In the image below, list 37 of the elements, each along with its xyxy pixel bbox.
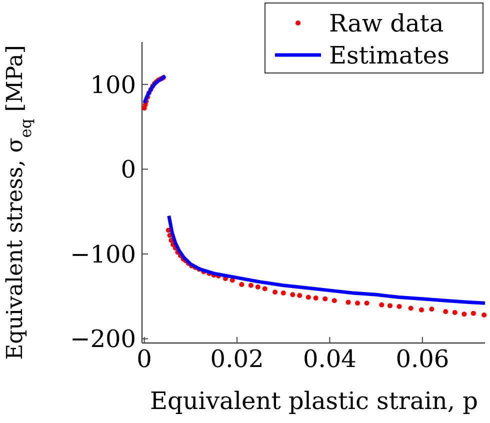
point <box>306 294 311 300</box>
point <box>408 306 414 311</box>
point <box>322 296 328 302</box>
point <box>396 304 402 310</box>
point <box>239 282 244 287</box>
point <box>346 300 351 305</box>
x-tick-label: 0.06 <box>396 345 450 373</box>
point <box>355 300 360 306</box>
legend-label: Raw data <box>329 9 444 38</box>
y-tick-label: 100 <box>90 70 136 99</box>
point <box>290 292 296 298</box>
point <box>482 312 487 318</box>
x-tick-label: 0.02 <box>210 345 264 373</box>
point <box>272 290 278 295</box>
point <box>470 310 476 316</box>
y-tick-label: −100 <box>70 240 136 268</box>
point <box>387 303 392 308</box>
point <box>280 290 286 296</box>
point <box>248 282 254 288</box>
point <box>255 284 260 290</box>
point <box>297 293 302 298</box>
y-tick-label: −200 <box>70 325 136 354</box>
point <box>364 300 370 306</box>
legend-label: Estimates <box>329 41 450 70</box>
point <box>332 298 337 304</box>
line-series <box>167 214 487 305</box>
point <box>443 309 448 314</box>
point <box>313 296 318 301</box>
point <box>379 302 384 308</box>
y-tick-label: 0 <box>120 156 136 184</box>
point <box>262 286 268 292</box>
point <box>419 307 424 312</box>
point <box>429 306 434 312</box>
x-axis-title: Equivalent plastic strain, p <box>150 387 478 415</box>
point <box>452 310 458 315</box>
x-tick-label: 0.04 <box>303 345 356 373</box>
point <box>462 312 467 317</box>
